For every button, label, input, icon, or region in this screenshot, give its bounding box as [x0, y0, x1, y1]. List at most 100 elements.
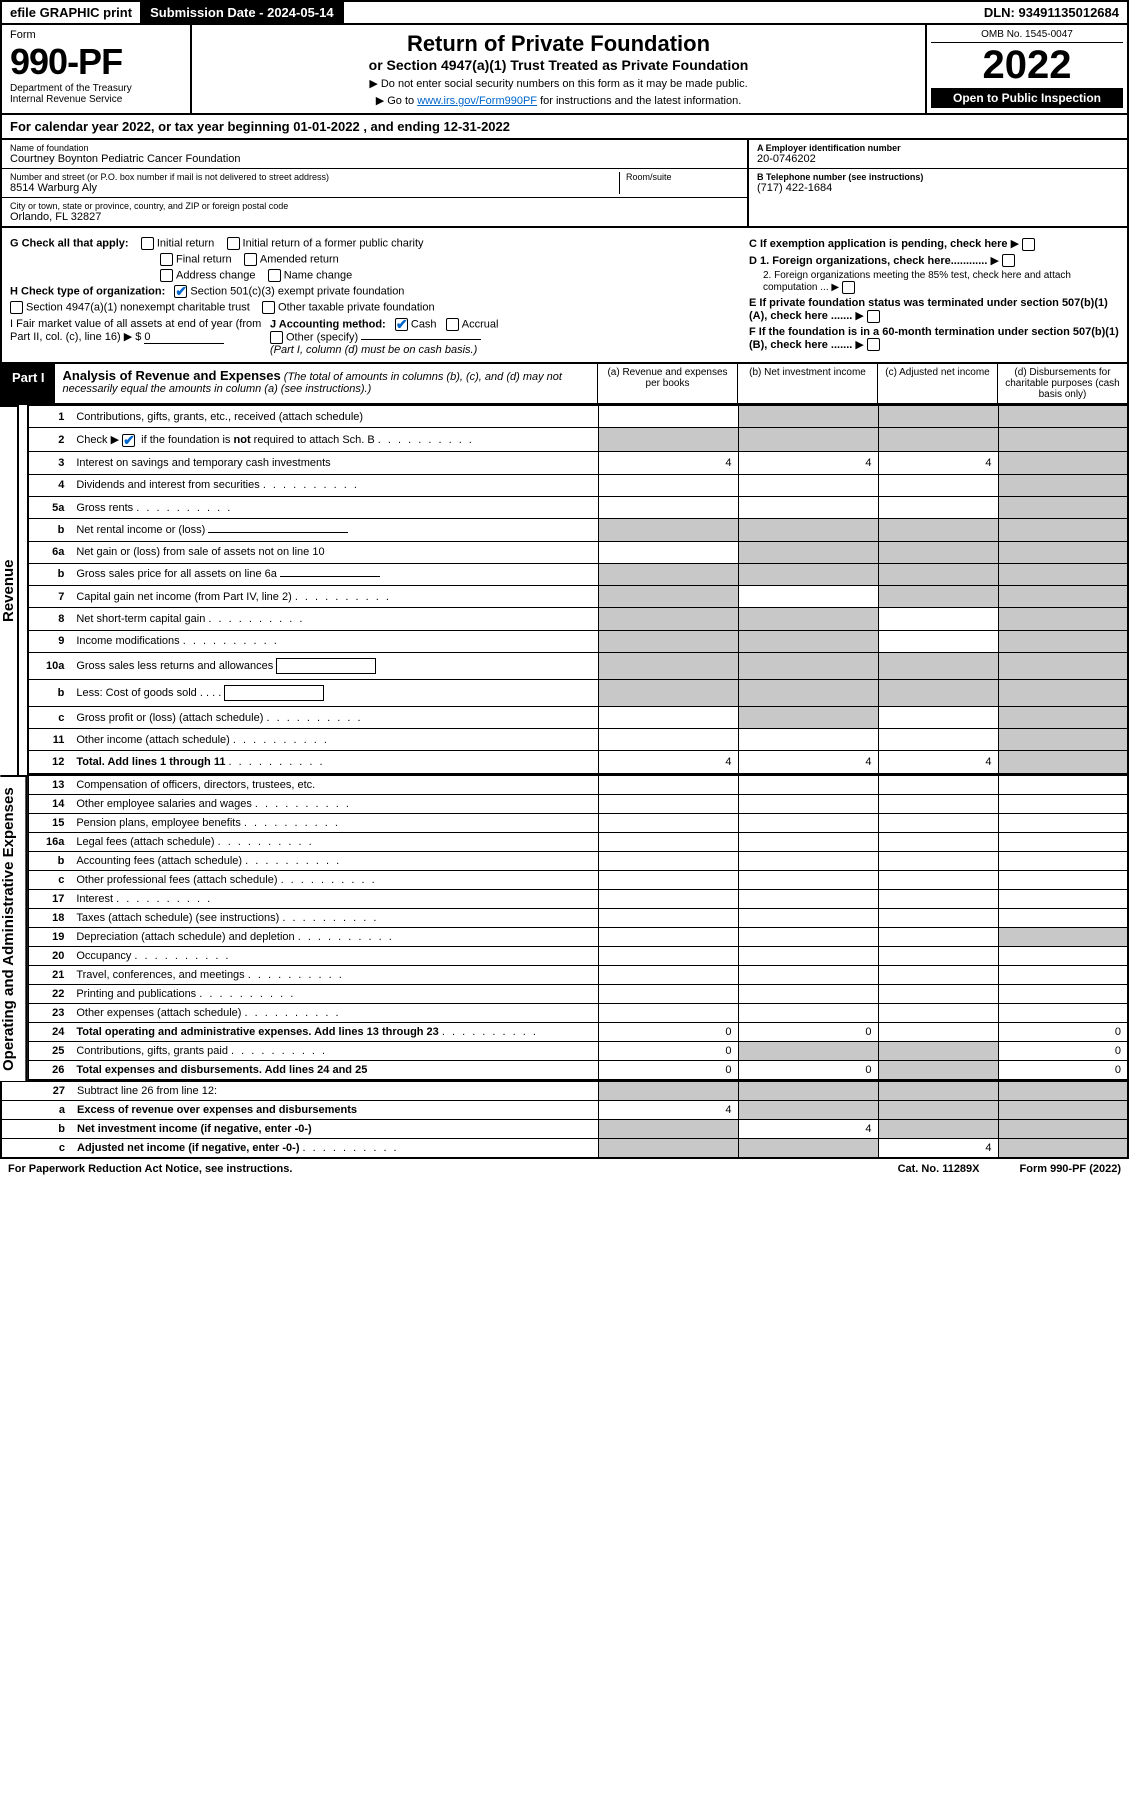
phone-cell: B Telephone number (see instructions) (7…	[749, 169, 1127, 197]
submission-date: Submission Date - 2024-05-14	[142, 2, 344, 23]
r11-desc: Other income (attach schedule)	[70, 729, 598, 751]
chk-d1[interactable]	[1002, 254, 1015, 267]
r17-desc: Interest	[70, 890, 598, 909]
r10c-desc: Gross profit or (loss) (attach schedule)	[70, 706, 598, 728]
chk-amended[interactable]	[244, 253, 257, 266]
table-row: 8Net short-term capital gain	[28, 608, 1128, 630]
r27c-desc: Adjusted net income (if negative, enter …	[71, 1139, 598, 1159]
address: 8514 Warburg Aly	[10, 182, 619, 194]
r21-desc: Travel, conferences, and meetings	[70, 966, 598, 985]
form-word: Form	[10, 29, 182, 41]
chk-e[interactable]	[867, 310, 880, 323]
chk-other-method[interactable]	[270, 331, 283, 344]
r8-desc: Net short-term capital gain	[70, 608, 598, 630]
dept-irs: Internal Revenue Service	[10, 94, 182, 105]
part1-header: Part I Analysis of Revenue and Expenses …	[0, 364, 1129, 405]
chk-addr-change[interactable]	[160, 269, 173, 282]
r22-desc: Printing and publications	[70, 985, 598, 1004]
table-row: bAccounting fees (attach schedule)	[28, 852, 1128, 871]
instr-1: ▶ Do not enter social security numbers o…	[204, 77, 913, 90]
r15-desc: Pension plans, employee benefits	[70, 814, 598, 833]
r14-desc: Other employee salaries and wages	[70, 795, 598, 814]
table-row: 12Total. Add lines 1 through 11 444	[28, 751, 1128, 774]
chk-final[interactable]	[160, 253, 173, 266]
r27-desc: Subtract line 26 from line 12:	[71, 1082, 598, 1101]
chk-other-tax[interactable]	[262, 301, 275, 314]
side-col-exp: Operating and Administrative Expenses	[0, 775, 27, 1081]
r10a-desc: Gross sales less returns and allowances	[70, 652, 598, 679]
chk-initial-return[interactable]	[141, 237, 154, 250]
r20-desc: Occupancy	[70, 947, 598, 966]
instr-2: ▶ Go to www.irs.gov/Form990PF for instru…	[204, 94, 913, 107]
opt-amended: Amended return	[260, 253, 339, 265]
r4-desc: Dividends and interest from securities	[70, 474, 598, 496]
table-row: 3Interest on savings and temporary cash …	[28, 452, 1128, 474]
r7-desc: Capital gain net income (from Part IV, l…	[70, 586, 598, 608]
table-row: 10aGross sales less returns and allowanc…	[28, 652, 1128, 679]
footer-left: For Paperwork Reduction Act Notice, see …	[8, 1163, 292, 1175]
omb-number: OMB No. 1545-0047	[931, 29, 1123, 43]
d2-label: 2. Foreign organizations meeting the 85%…	[763, 270, 1071, 293]
dept-treasury: Department of the Treasury	[10, 83, 182, 94]
j-other: Other (specify)	[286, 331, 358, 343]
e-line: E If private foundation status was termi…	[749, 297, 1119, 323]
chk-accrual[interactable]	[446, 318, 459, 331]
page-footer: For Paperwork Reduction Act Notice, see …	[0, 1159, 1129, 1179]
table-row: 22Printing and publications	[28, 985, 1128, 1004]
h-label: H Check type of organization:	[10, 285, 165, 297]
table-row: 21Travel, conferences, and meetings	[28, 966, 1128, 985]
opt-name: Name change	[284, 269, 353, 281]
i-value: 0	[144, 331, 224, 344]
form-number: 990-PF	[10, 41, 182, 83]
r25a: 0	[598, 1042, 738, 1061]
r26a: 0	[598, 1061, 738, 1081]
form-header: Form 990-PF Department of the Treasury I…	[0, 25, 1129, 115]
h1-label: Section 501(c)(3) exempt private foundat…	[190, 285, 404, 297]
chk-schb[interactable]	[122, 434, 135, 447]
chk-name-change[interactable]	[268, 269, 281, 282]
r18-desc: Taxes (attach schedule) (see instruction…	[70, 909, 598, 928]
table-row: 16aLegal fees (attach schedule)	[28, 833, 1128, 852]
chk-f[interactable]	[867, 338, 880, 351]
address-cell: Number and street (or P.O. box number if…	[2, 169, 747, 198]
j-accrual: Accrual	[462, 318, 499, 330]
top-bar: efile GRAPHIC print Submission Date - 20…	[0, 0, 1129, 25]
r5a-desc: Gross rents	[70, 497, 598, 519]
r6a-desc: Net gain or (loss) from sale of assets n…	[70, 541, 598, 563]
j-label: J Accounting method:	[270, 318, 386, 330]
calendar-year: For calendar year 2022, or tax year begi…	[0, 115, 1129, 140]
r24d: 0	[998, 1023, 1128, 1042]
r24-desc: Total operating and administrative expen…	[70, 1023, 598, 1042]
table-row: 7Capital gain net income (from Part IV, …	[28, 586, 1128, 608]
phone-label: B Telephone number (see instructions)	[757, 172, 1119, 182]
r25-desc: Contributions, gifts, grants paid	[70, 1042, 598, 1061]
open-inspection: Open to Public Inspection	[931, 88, 1123, 108]
ein: 20-0746202	[757, 153, 1119, 165]
r16a-desc: Legal fees (attach schedule)	[70, 833, 598, 852]
chk-d2[interactable]	[842, 281, 855, 294]
chk-501c3[interactable]	[174, 285, 187, 298]
chk-c[interactable]	[1022, 238, 1035, 251]
opt-final: Final return	[176, 253, 232, 265]
footer-right: Form 990-PF (2022)	[1020, 1163, 1121, 1175]
table-row: bGross sales price for all assets on lin…	[28, 563, 1128, 585]
line27-table: 27Subtract line 26 from line 12: aExcess…	[0, 1081, 1129, 1159]
foundation-name: Courtney Boynton Pediatric Cancer Founda…	[10, 153, 739, 165]
info-left: Name of foundation Courtney Boynton Pedi…	[2, 140, 747, 226]
chk-4947[interactable]	[10, 301, 23, 314]
table-row: 18Taxes (attach schedule) (see instructi…	[28, 909, 1128, 928]
irs-link[interactable]: www.irs.gov/Form990PF	[417, 95, 537, 107]
chk-cash[interactable]	[395, 318, 408, 331]
h-line2: Section 4947(a)(1) nonexempt charitable …	[10, 301, 739, 314]
instr2-post: for instructions and the latest informat…	[537, 95, 741, 107]
chk-initial-former[interactable]	[227, 237, 240, 250]
d2-line: 2. Foreign organizations meeting the 85%…	[749, 270, 1119, 294]
table-row: 11Other income (attach schedule)	[28, 729, 1128, 751]
ein-label: A Employer identification number	[757, 143, 1119, 153]
main-wrap: Revenue 1Contributions, gifts, grants, e…	[0, 405, 1129, 775]
phone: (717) 422-1684	[757, 182, 1119, 194]
r12c: 4	[878, 751, 998, 774]
d1-label: D 1. Foreign organizations, check here..…	[749, 255, 987, 267]
table-row: 13Compensation of officers, directors, t…	[28, 776, 1128, 795]
form-subtitle: or Section 4947(a)(1) Trust Treated as P…	[204, 57, 913, 73]
